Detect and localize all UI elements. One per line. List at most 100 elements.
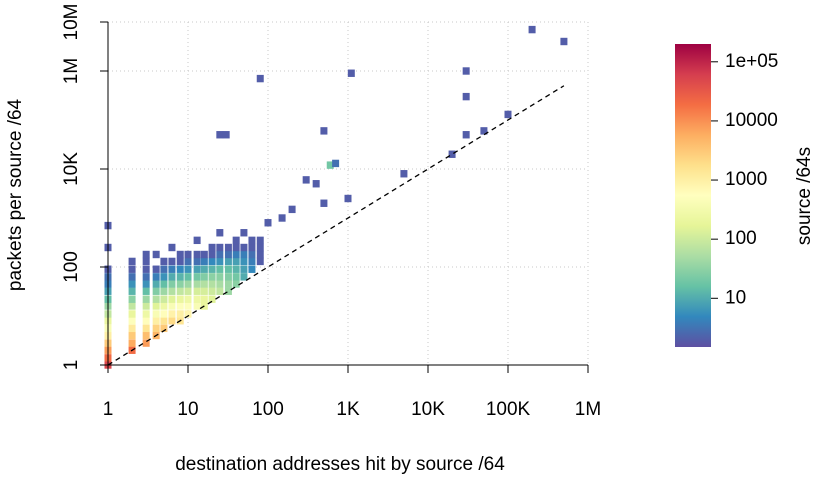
heatmap-cell [193, 257, 201, 266]
heatmap-cell [208, 295, 216, 303]
heatmap-cell [200, 265, 208, 273]
heatmap-cell [208, 273, 216, 281]
heatmap-cell [184, 257, 192, 266]
reference-line [107, 85, 565, 366]
heatmap-cell [256, 74, 264, 83]
heatmap-cell [216, 280, 224, 288]
heatmap-cell [160, 317, 168, 325]
heatmap-cell [168, 257, 176, 266]
heatmap-cell [160, 257, 168, 266]
heatmap-cell [168, 287, 176, 295]
heatmap-cell [176, 257, 184, 266]
heatmap-cell [216, 273, 224, 281]
heatmap-cell [200, 280, 208, 288]
heatmap-cell [128, 295, 136, 303]
heatmap-cell [128, 324, 136, 333]
x-tick-label: 1 [103, 399, 114, 420]
heatmap-cell [528, 25, 536, 34]
heatmap-cell [168, 310, 176, 318]
heatmap-cell [176, 265, 184, 273]
heatmap-cell [232, 236, 240, 245]
heatmap-cell [208, 250, 216, 259]
heatmap-cell [168, 243, 176, 252]
heatmap-cell [288, 205, 296, 214]
heatmap-cell [168, 295, 176, 303]
heatmap-cell [160, 295, 168, 303]
heatmap-cell [200, 295, 208, 303]
heatmap-cell [216, 257, 224, 266]
x-axis-title: destination addresses hit by source /64 [175, 454, 505, 475]
heatmap-cell [216, 229, 224, 237]
heatmap-cell [208, 257, 216, 266]
heatmap-cell [160, 324, 168, 333]
y-tick-label: 1 [61, 360, 82, 371]
heatmap-cell [224, 287, 232, 295]
heatmap-cell [176, 250, 184, 259]
heatmap-cell [216, 131, 224, 139]
heatmap-cell [152, 310, 160, 318]
heatmap-cell [142, 339, 150, 347]
heatmap-cell [240, 229, 248, 237]
heatmap-cell [216, 250, 224, 259]
heatmap-cell [142, 317, 150, 325]
heatmap-cell [248, 250, 256, 259]
heatmap-cell [400, 170, 408, 178]
heatmap-cell [142, 257, 150, 266]
heatmap-cell [256, 243, 264, 252]
heatmap-cell [240, 265, 248, 273]
heatmap-cell [208, 280, 216, 288]
heatmap-cell [128, 280, 136, 288]
heatmap-cell [152, 280, 160, 288]
heatmap-cell [160, 287, 168, 295]
heatmap-cell [168, 317, 176, 325]
heatmap-cell [160, 302, 168, 310]
heatmap-cell [224, 257, 232, 266]
heatmap-cell [200, 273, 208, 281]
heatmap-cell [200, 250, 208, 259]
heatmap-cell [232, 250, 240, 259]
heatmap-cell [168, 273, 176, 281]
heatmap-cell [193, 236, 201, 245]
colorbar-tick-label: 1000 [725, 169, 767, 190]
heatmap-cell [152, 302, 160, 310]
heatmap-cell [193, 273, 201, 281]
heatmap-cell [320, 127, 328, 135]
heatmap-cell [193, 302, 201, 310]
heatmap-cell [347, 69, 355, 77]
heatmap-cell [193, 295, 201, 303]
heatmap-cell [128, 302, 136, 310]
heatmap-cell [240, 243, 248, 252]
heatmap-cell [142, 302, 150, 310]
heatmap-cell [326, 161, 334, 169]
heatmap-cell [193, 265, 201, 273]
heatmap-cell [224, 273, 232, 281]
heatmap-cell [184, 250, 192, 259]
heatmap-cell [232, 257, 240, 266]
heatmap-cell [240, 250, 248, 259]
heatmap-cell [224, 250, 232, 259]
heatmap-cell [256, 257, 264, 266]
heatmap-cell [193, 280, 201, 288]
heatmap-cell [184, 265, 192, 273]
heatmap-cell [462, 92, 470, 101]
heatmap-cell [142, 280, 150, 288]
heatmap-cell [160, 280, 168, 288]
heatmap-cell [142, 265, 150, 273]
heatmap-cell [224, 243, 232, 252]
heatmap-cell [142, 331, 150, 340]
heatmap-cell [176, 295, 184, 303]
y-tick-label: 1M [61, 58, 82, 84]
heatmap-cell [222, 131, 230, 139]
x-tick-label: 1M [575, 399, 601, 420]
heatmap-cell [232, 243, 240, 252]
x-tick-label: 10 [177, 399, 198, 420]
x-tick-label: 100K [486, 399, 531, 420]
heatmap-cell [200, 287, 208, 295]
heatmap-cell [224, 265, 232, 273]
heatmap-cell [160, 273, 168, 281]
heatmap-cell [152, 287, 160, 295]
heatmap-cell [264, 219, 272, 227]
heatmap-cell [184, 273, 192, 281]
x-tick-label: 1K [336, 399, 360, 420]
heatmap-cell [312, 180, 320, 188]
